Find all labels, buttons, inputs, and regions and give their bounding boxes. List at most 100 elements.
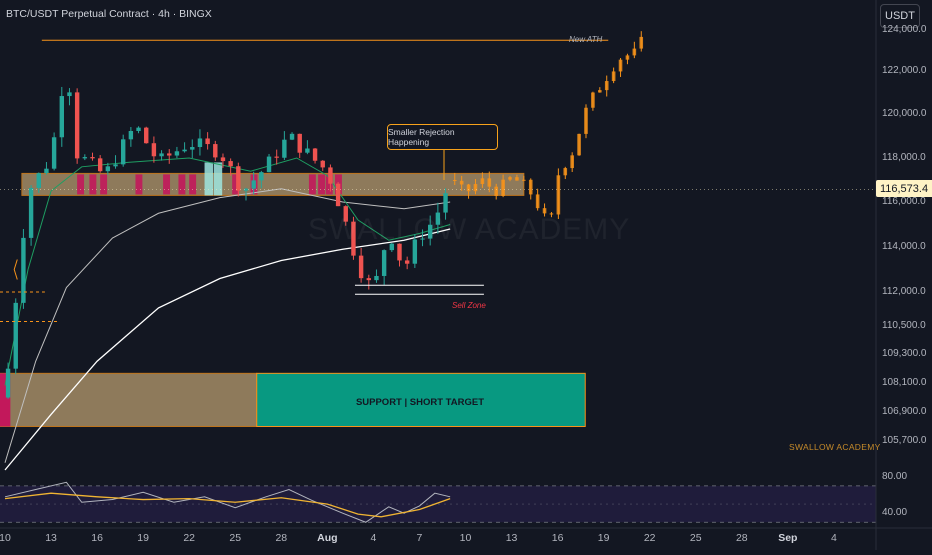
candle-body-43 <box>335 183 341 207</box>
price-tick-label: 122,000.0 <box>882 65 927 76</box>
candle-body-19 <box>151 143 157 157</box>
zone-marker-4 <box>163 174 171 195</box>
watermark-small: SWALLOW ACADEMY <box>789 442 881 452</box>
projection-body-11 <box>528 179 533 195</box>
price-tick-label: 118,000.0 <box>882 152 926 163</box>
zone-marker-1 <box>89 174 97 195</box>
rsi-ma-line <box>4 492 451 518</box>
price-tick-label: 106,900.0 <box>882 406 927 417</box>
sell-zone-label: Sell Zone <box>452 301 486 310</box>
date-tick-label: 22 <box>183 532 196 544</box>
projection-body-8 <box>508 177 512 180</box>
projection-body-17 <box>570 155 574 169</box>
candle-body-56 <box>435 212 441 225</box>
price-tick-label: 110,500.0 <box>882 320 926 331</box>
date-tick-label: 13 <box>45 532 57 544</box>
candle-body-40 <box>312 148 318 161</box>
candle-body-38 <box>297 133 302 153</box>
candle-body-51 <box>397 243 402 261</box>
candle-body-21 <box>167 153 172 156</box>
projection-body-24 <box>618 59 623 72</box>
zone-highlight-1 <box>213 162 223 196</box>
date-tick-label: 4 <box>830 532 837 544</box>
projection-body-18 <box>577 133 581 156</box>
candle-body-41 <box>320 160 325 168</box>
ema-fast-line <box>4 157 451 386</box>
rsi-layer <box>4 481 451 523</box>
rsi-tick-label: 80.00 <box>882 470 908 482</box>
date-tick-label: 13 <box>505 532 518 544</box>
projection-body-27 <box>639 36 644 49</box>
candle-body-53 <box>412 239 418 264</box>
support-zone-target <box>256 372 586 428</box>
support-zone-marker <box>0 373 11 427</box>
projection-body-4 <box>480 178 485 185</box>
price-tick-label: 108,100.0 <box>882 377 927 388</box>
zone-marker-6 <box>189 174 197 195</box>
projection-body-1 <box>459 180 464 185</box>
projection-body-12 <box>535 194 540 209</box>
candle-body-44 <box>343 206 348 222</box>
projection-body-10 <box>522 179 526 181</box>
projection-body-6 <box>494 186 498 196</box>
price-tick-label: 120,000.0 <box>882 108 927 119</box>
candle-body-6 <box>51 137 57 169</box>
candles-layer <box>5 86 448 399</box>
zone-marker-2 <box>100 174 108 195</box>
moving-averages-layer <box>4 157 451 471</box>
date-tick-label: 4 <box>370 532 377 544</box>
projection-body-20 <box>591 92 595 108</box>
date-tick-label: 10 <box>0 532 11 544</box>
date-tick-label: 16 <box>551 532 564 544</box>
candle-body-17 <box>136 127 141 132</box>
date-tick-label: 22 <box>643 532 656 544</box>
candle-body-5 <box>44 168 49 174</box>
projection-body-22 <box>604 81 609 91</box>
candle-body-7 <box>59 96 64 138</box>
candle-body-29 <box>228 161 233 167</box>
projection-layer <box>452 31 644 219</box>
date-tick-label: Sep <box>778 532 798 544</box>
projection-body-2 <box>466 184 471 192</box>
rsi-tick-label: 40.00 <box>882 507 908 519</box>
date-tick-label: 25 <box>229 532 242 544</box>
projection-body-21 <box>598 90 602 93</box>
candle-body-14 <box>113 164 118 167</box>
candle-body-3 <box>28 187 34 238</box>
projection-body-23 <box>611 71 616 82</box>
candle-body-34 <box>266 156 272 173</box>
ath-label: New ATH <box>569 35 603 44</box>
projection-body-15 <box>556 175 561 215</box>
candle-body-4 <box>36 173 41 188</box>
projection-body-26 <box>632 48 637 56</box>
zone-marker-10 <box>318 174 326 195</box>
candle-body-52 <box>404 260 410 264</box>
projection-body-0 <box>452 180 457 181</box>
left-bracket <box>13 259 18 280</box>
support-zone-left <box>0 372 258 428</box>
price-tick-label: 116,000.0 <box>882 196 926 207</box>
candle-body-35 <box>274 156 279 158</box>
date-tick-label: 28 <box>275 532 288 544</box>
currency-button[interactable]: USDT <box>880 4 920 28</box>
projection-body-13 <box>542 208 547 214</box>
date-tick-label: 25 <box>689 532 702 544</box>
zone-marker-11 <box>325 174 333 195</box>
candle-body-54 <box>420 238 425 240</box>
candle-body-22 <box>174 151 180 156</box>
candle-body-30 <box>236 166 241 191</box>
projection-body-3 <box>473 184 478 192</box>
candle-body-15 <box>120 139 126 165</box>
current-price-tag: 116,573.4 <box>876 180 932 197</box>
candle-body-39 <box>305 148 310 153</box>
candle-body-8 <box>67 92 72 97</box>
candle-body-46 <box>358 255 364 279</box>
zone-marker-5 <box>178 174 186 195</box>
candle-body-24 <box>190 147 195 150</box>
projection-body-19 <box>584 107 588 134</box>
candle-body-25 <box>197 138 203 148</box>
candle-body-2 <box>21 237 26 303</box>
candle-body-42 <box>328 167 333 184</box>
